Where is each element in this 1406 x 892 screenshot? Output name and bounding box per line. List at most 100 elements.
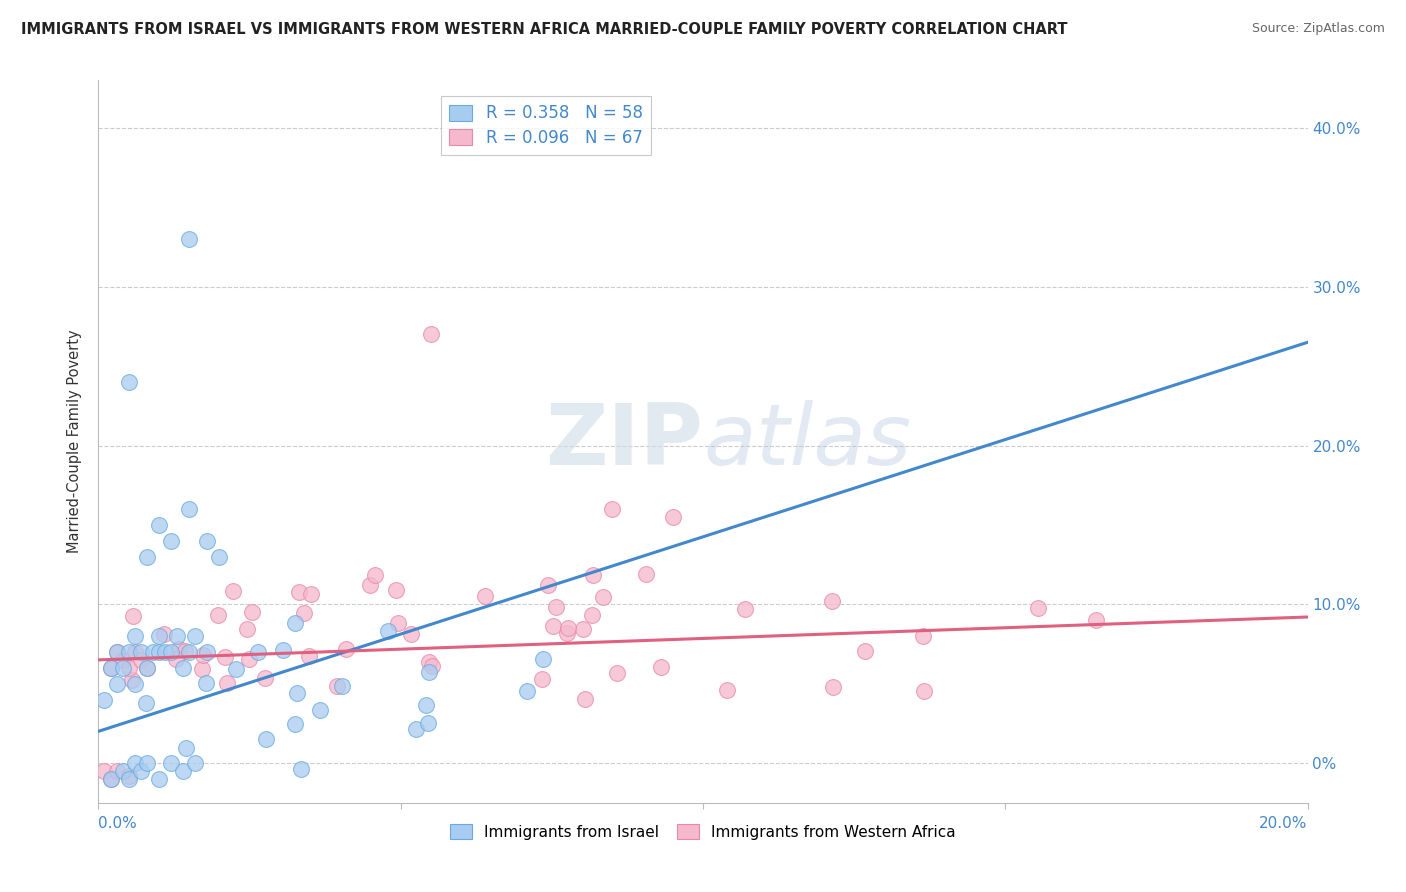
Point	[1026, 601, 1049, 615]
Point	[284, 615, 307, 630]
Point	[100, 661, 122, 675]
Point	[420, 658, 443, 673]
Point	[240, 605, 263, 619]
Point	[418, 665, 440, 680]
Point	[124, 756, 146, 770]
Point	[602, 502, 624, 516]
Point	[214, 649, 236, 664]
Point	[853, 643, 876, 657]
Point	[299, 587, 322, 601]
Point	[100, 661, 122, 675]
Point	[222, 584, 245, 599]
Point	[821, 594, 844, 608]
Point	[174, 741, 197, 756]
Point	[100, 772, 122, 786]
Point	[194, 675, 217, 690]
Point	[184, 629, 207, 643]
Point	[172, 661, 194, 675]
Point	[574, 692, 596, 706]
Point	[238, 651, 260, 665]
Point	[160, 645, 183, 659]
Point	[581, 567, 603, 582]
Point	[129, 653, 152, 667]
Point	[405, 722, 427, 736]
Point	[169, 641, 191, 656]
Text: IMMIGRANTS FROM ISRAEL VS IMMIGRANTS FROM WESTERN AFRICA MARRIED-COUPLE FAMILY P: IMMIGRANTS FROM ISRAEL VS IMMIGRANTS FRO…	[21, 22, 1067, 37]
Point	[557, 621, 579, 635]
Point	[152, 627, 174, 641]
Point	[912, 683, 935, 698]
Text: ZIP: ZIP	[546, 400, 703, 483]
Text: atlas: atlas	[703, 400, 911, 483]
Point	[148, 772, 170, 786]
Point	[606, 666, 628, 681]
Point	[399, 626, 422, 640]
Point	[191, 648, 214, 662]
Point	[122, 608, 145, 623]
Point	[359, 577, 381, 591]
Point	[111, 661, 134, 675]
Point	[93, 692, 115, 706]
Point	[118, 661, 141, 675]
Point	[308, 704, 330, 718]
Point	[555, 626, 578, 640]
Point	[215, 676, 238, 690]
Text: Source: ZipAtlas.com: Source: ZipAtlas.com	[1251, 22, 1385, 36]
Text: 0.0%: 0.0%	[98, 815, 138, 830]
Point	[129, 764, 152, 778]
Point	[135, 756, 157, 770]
Point	[225, 662, 247, 676]
Point	[326, 679, 349, 693]
Point	[142, 645, 165, 659]
Point	[235, 622, 257, 636]
Point	[135, 696, 157, 710]
Point	[174, 643, 197, 657]
Point	[153, 645, 176, 659]
Point	[207, 607, 229, 622]
Point	[335, 642, 357, 657]
Point	[254, 732, 277, 747]
Point	[195, 533, 218, 548]
Point	[100, 772, 122, 786]
Point	[572, 623, 595, 637]
Point	[160, 756, 183, 770]
Point	[191, 662, 214, 676]
Point	[288, 585, 311, 599]
Point	[93, 764, 115, 778]
Point	[135, 549, 157, 564]
Point	[650, 660, 672, 674]
Point	[285, 686, 308, 700]
Point	[416, 715, 439, 730]
Point	[184, 756, 207, 770]
Point	[208, 549, 231, 564]
Point	[124, 676, 146, 690]
Point	[284, 717, 307, 731]
Point	[148, 517, 170, 532]
Point	[384, 582, 406, 597]
Point	[124, 629, 146, 643]
Text: 20.0%: 20.0%	[1260, 815, 1308, 830]
Point	[911, 629, 934, 643]
Point	[179, 232, 201, 246]
Point	[531, 652, 554, 666]
Point	[415, 698, 437, 712]
Point	[129, 645, 152, 659]
Y-axis label: Married-Couple Family Poverty: Married-Couple Family Poverty	[67, 330, 83, 553]
Point	[179, 502, 201, 516]
Point	[592, 590, 614, 604]
Point	[821, 680, 844, 694]
Point	[111, 653, 134, 667]
Legend: Immigrants from Israel, Immigrants from Western Africa: Immigrants from Israel, Immigrants from …	[444, 818, 962, 846]
Point	[541, 619, 564, 633]
Point	[716, 683, 738, 698]
Point	[516, 684, 538, 698]
Point	[377, 624, 399, 638]
Point	[292, 606, 315, 620]
Point	[135, 661, 157, 675]
Point	[581, 607, 603, 622]
Point	[118, 772, 141, 786]
Point	[179, 645, 201, 659]
Point	[420, 327, 443, 342]
Point	[330, 679, 353, 693]
Point	[148, 629, 170, 643]
